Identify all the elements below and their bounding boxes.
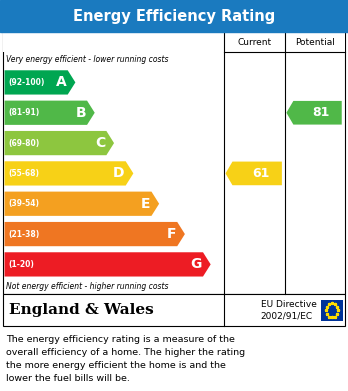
Text: (1-20): (1-20)	[9, 260, 34, 269]
Text: Current: Current	[238, 38, 272, 47]
Polygon shape	[5, 252, 211, 276]
Text: 81: 81	[313, 106, 330, 119]
Text: Potential: Potential	[295, 38, 335, 47]
Text: Energy Efficiency Rating: Energy Efficiency Rating	[73, 9, 275, 23]
Polygon shape	[5, 222, 185, 246]
Bar	[3, 294, 345, 326]
Text: 61: 61	[252, 167, 269, 180]
Bar	[3, 32, 345, 294]
Text: The energy efficiency rating is a measure of the
overall efficiency of a home. T: The energy efficiency rating is a measur…	[6, 335, 245, 382]
Text: (92-100): (92-100)	[9, 78, 45, 87]
Text: (39-54): (39-54)	[9, 199, 40, 208]
Text: F: F	[167, 227, 176, 241]
Text: E: E	[141, 197, 150, 211]
Text: Not energy efficient - higher running costs: Not energy efficient - higher running co…	[6, 282, 169, 292]
Bar	[0, 0, 348, 32]
Text: England & Wales: England & Wales	[9, 303, 154, 317]
Polygon shape	[5, 192, 159, 216]
Polygon shape	[226, 161, 282, 185]
Bar	[3, 32, 345, 52]
Text: D: D	[113, 167, 125, 180]
Polygon shape	[5, 100, 95, 125]
Text: C: C	[95, 136, 105, 150]
Polygon shape	[286, 101, 342, 125]
Text: (81-91): (81-91)	[9, 108, 40, 117]
Text: B: B	[76, 106, 86, 120]
Text: (55-68): (55-68)	[9, 169, 40, 178]
Polygon shape	[5, 161, 133, 186]
Text: EU Directive
2002/91/EC: EU Directive 2002/91/EC	[261, 300, 317, 321]
Polygon shape	[5, 70, 76, 95]
Text: G: G	[191, 257, 202, 271]
Bar	[321, 300, 343, 321]
Text: (69-80): (69-80)	[9, 138, 40, 147]
Text: Very energy efficient - lower running costs: Very energy efficient - lower running co…	[6, 55, 169, 65]
Text: A: A	[56, 75, 67, 90]
Polygon shape	[5, 131, 114, 155]
Text: (21-38): (21-38)	[9, 230, 40, 239]
